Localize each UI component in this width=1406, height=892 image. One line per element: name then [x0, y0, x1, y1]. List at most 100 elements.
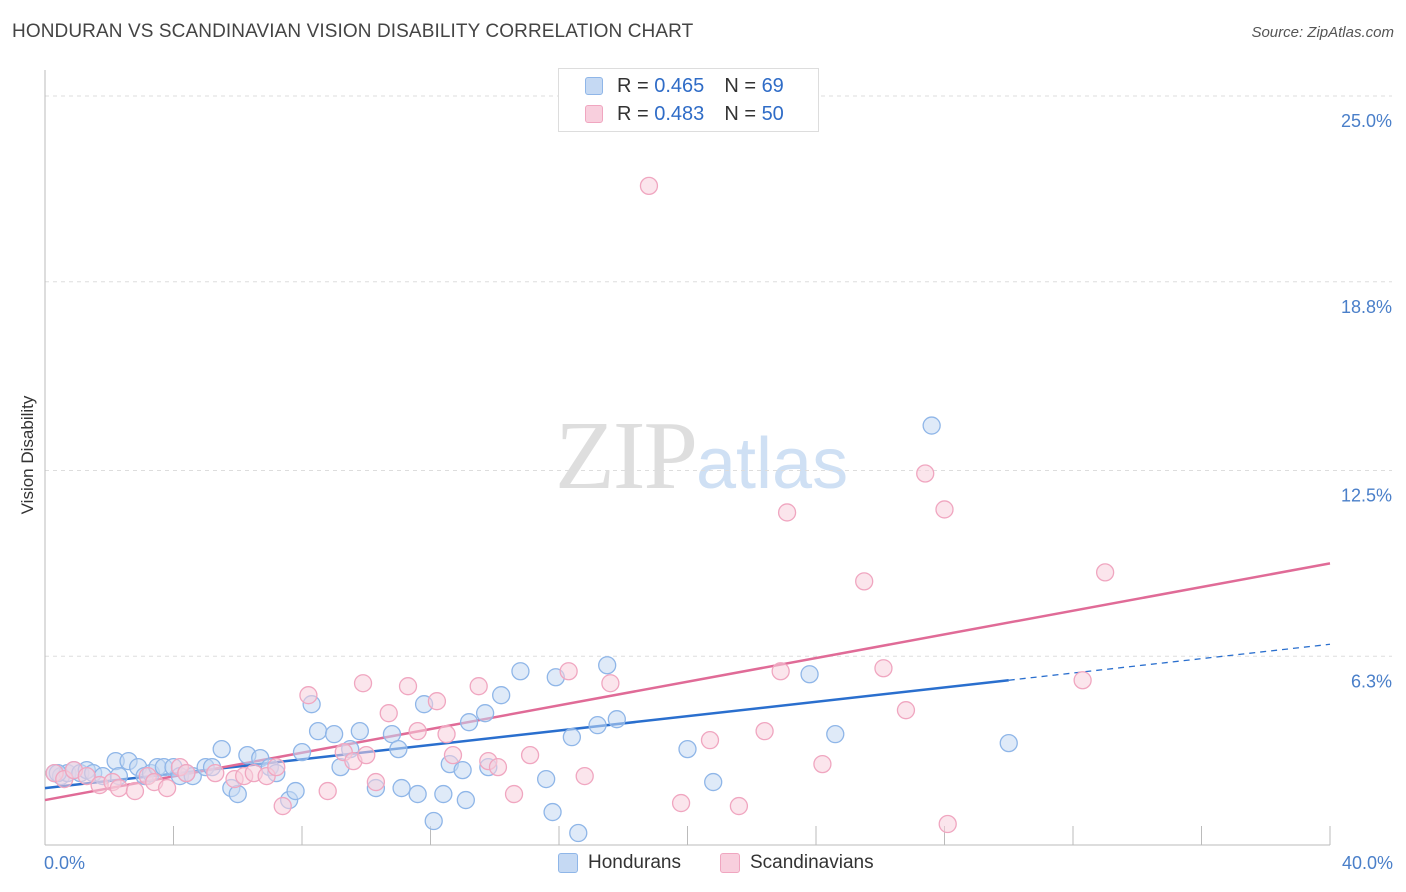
point-scandinavians-48: [813, 754, 832, 774]
point-hondurans-33: [308, 722, 328, 741]
point-scandinavians-37: [520, 745, 540, 765]
axes: [44, 70, 1331, 846]
point-hondurans-30: [286, 781, 305, 801]
legend-n-label: N =: [724, 102, 756, 125]
point-scandinavians-6: [109, 778, 129, 798]
point-hondurans-54: [537, 769, 556, 789]
point-hondurans-47: [453, 760, 472, 780]
bottom-legend-scandinavians: Scandinavians: [720, 852, 874, 874]
point-hondurans-41: [392, 778, 411, 798]
legend-n-value: 69: [761, 74, 784, 97]
point-scandinavians-36: [504, 784, 524, 804]
point-hondurans-66: [922, 416, 941, 435]
point-scandinavians-44: [729, 796, 749, 816]
point-hondurans-65: [826, 724, 845, 744]
point-scandinavians-35: [488, 757, 508, 777]
stats-legend: R = 0.465 N = 69 R = 0.483 N = 50: [558, 68, 819, 132]
chart-title: HONDURAN VS SCANDINAVIAN VISION DISABILI…: [12, 21, 694, 42]
point-scandinavians-7: [125, 781, 145, 801]
point-hondurans-22: [212, 739, 231, 759]
legend-r-label: R =: [617, 74, 649, 97]
data-points: [45, 176, 1115, 843]
point-scandinavians-42: [671, 793, 691, 813]
legend-swatch-hondurans: [585, 77, 603, 95]
legend-r-value: 0.465: [654, 74, 705, 97]
point-scandinavians-41: [639, 176, 659, 196]
point-hondurans-37: [350, 722, 369, 741]
point-scandinavians-56: [1095, 563, 1115, 582]
legend-r-value: 0.483: [654, 102, 705, 125]
point-hondurans-40: [389, 739, 408, 759]
point-hondurans-60: [598, 656, 617, 675]
point-scandinavians-3: [77, 766, 96, 786]
point-hondurans-53: [511, 662, 530, 681]
y-tick-label-0: 6.3%: [1351, 671, 1392, 691]
legend-n-value: 50: [761, 102, 784, 125]
bottom-legend-swatch-scandinavians: [720, 853, 740, 873]
point-scandinavians-28: [398, 677, 418, 696]
point-hondurans-45: [434, 784, 453, 804]
point-scandinavians-39: [575, 766, 594, 786]
point-scandinavians-10: [157, 778, 177, 798]
legend-n-label: N =: [724, 74, 756, 97]
point-scandinavians-13: [206, 763, 225, 783]
point-scandinavians-43: [700, 730, 720, 750]
point-hondurans-50: [475, 704, 495, 723]
point-hondurans-24: [228, 784, 247, 804]
legend-row-hondurans: R = 0.465 N = 69: [585, 74, 784, 98]
point-hondurans-34: [324, 724, 344, 744]
trend-lines: [44, 562, 1331, 802]
point-scandinavians-20: [299, 686, 318, 705]
point-scandinavians-25: [357, 745, 376, 765]
point-hondurans-31: [292, 742, 312, 762]
point-scandinavians-54: [938, 814, 957, 834]
point-scandinavians-18: [267, 757, 286, 777]
point-hondurans-63: [704, 772, 723, 792]
grid-lines: [45, 95, 1392, 657]
point-scandinavians-29: [408, 722, 427, 741]
source-label: Source: ZipAtlas.com: [1251, 24, 1394, 41]
bottom-legend-label-hondurans: Hondurans: [588, 852, 681, 873]
point-scandinavians-30: [427, 692, 447, 711]
point-hondurans-48: [456, 790, 475, 810]
point-hondurans-55: [543, 802, 562, 822]
legend-r-label: R =: [617, 102, 649, 125]
point-scandinavians-38: [559, 662, 578, 681]
tick-labels: 6.3% 12.5% 18.8% 25.0% 0.0% 40.0%: [44, 111, 1393, 873]
point-scandinavians-31: [437, 724, 456, 744]
x-tick-label-0: 0.0%: [44, 853, 85, 873]
point-scandinavians-33: [469, 677, 488, 696]
point-scandinavians-12: [177, 763, 196, 783]
point-scandinavians-50: [874, 659, 893, 678]
point-scandinavians-19: [273, 796, 292, 816]
point-hondurans-61: [607, 710, 626, 729]
point-hondurans-49: [459, 713, 479, 732]
point-scandinavians-49: [855, 572, 874, 591]
y-tick-label-1: 12.5%: [1341, 486, 1392, 506]
point-scandinavians-24: [353, 674, 373, 693]
bottom-legend-label-scandinavians: Scandinavians: [750, 852, 874, 873]
point-hondurans-59: [588, 716, 607, 735]
point-hondurans-42: [408, 784, 427, 804]
x-tick-label-1: 40.0%: [1342, 853, 1393, 873]
point-scandinavians-26: [366, 772, 386, 792]
legend-row-scandinavians: R = 0.483 N = 50: [585, 102, 784, 126]
point-scandinavians-27: [379, 704, 398, 723]
point-scandinavians-55: [1073, 671, 1092, 690]
point-hondurans-44: [424, 811, 443, 831]
legend-swatch-scandinavians: [585, 105, 603, 123]
point-scandinavians-40: [601, 674, 620, 693]
point-hondurans-52: [492, 686, 511, 705]
y-tick-label-2: 18.8%: [1341, 297, 1392, 317]
point-scandinavians-46: [771, 662, 790, 681]
point-scandinavians-21: [318, 781, 337, 801]
point-hondurans-62: [678, 739, 697, 759]
y-tick-label-3: 25.0%: [1341, 111, 1392, 131]
point-scandinavians-47: [777, 503, 797, 522]
point-hondurans-64: [800, 665, 819, 684]
point-scandinavians-51: [896, 701, 916, 720]
bottom-legend-hondurans: Hondurans: [558, 852, 681, 874]
bottom-legend-swatch-hondurans: [558, 853, 578, 873]
point-hondurans-57: [562, 727, 581, 747]
